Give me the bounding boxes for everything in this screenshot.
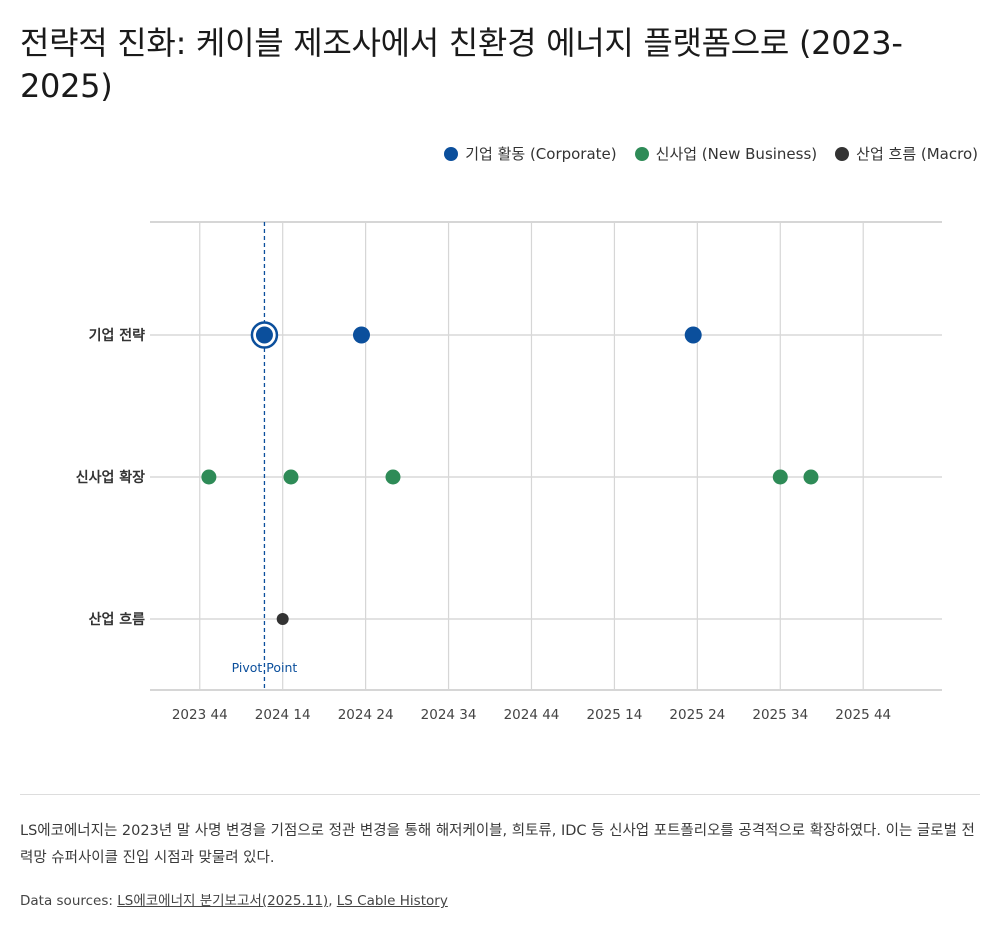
- data-point: [352, 326, 370, 344]
- x-tick-label: 2024 14: [255, 707, 311, 723]
- x-tick-label: 2024 34: [421, 707, 477, 723]
- y-category-label: 산업 흐름: [89, 611, 146, 628]
- y-category-label: 신사업 확장: [76, 469, 145, 486]
- data-sources: Data sources: LS에코에너지 분기보고서(2025.11), LS…: [20, 889, 448, 909]
- legend-corporate-label: 기업 활동 (Corporate): [465, 145, 617, 163]
- data-point: [276, 613, 289, 625]
- pivot-point-label: Pivot Point: [232, 660, 298, 675]
- legend-macro-swatch-icon: [835, 146, 850, 161]
- x-tick-label: 2024 24: [338, 707, 394, 723]
- data-point: [255, 326, 273, 344]
- sources-separator: ,: [328, 893, 337, 909]
- data-point: [201, 469, 217, 485]
- chart-description: LS에코에너지는 2023년 말 사명 변경을 기점으로 정관 변경을 통해 해…: [20, 823, 975, 866]
- legend-item-new-business[interactable]: 신사업 (New Business): [634, 143, 818, 164]
- legend-new-business-swatch-icon: [634, 146, 649, 161]
- legend-new-business-label: 신사업 (New Business): [655, 145, 818, 163]
- legend-macro-label: 산업 흐름 (Macro): [856, 145, 978, 163]
- x-tick-label: 2025 34: [752, 707, 808, 723]
- source-link-quarterly-report[interactable]: LS에코에너지 분기보고서(2025.11): [117, 893, 329, 909]
- data-point: [385, 469, 401, 485]
- x-tick-label: 2023 44: [172, 707, 228, 723]
- data-point: [283, 469, 299, 485]
- data-point: [772, 469, 788, 485]
- legend-item-corporate[interactable]: 기업 활동 (Corporate): [444, 143, 617, 164]
- x-tick-label: 2025 14: [587, 707, 643, 723]
- chart-legend: 기업 활동 (Corporate) 신사업 (New Business) 산업 …: [444, 143, 978, 164]
- x-tick-label: 2025 24: [669, 707, 725, 723]
- footer-divider: [20, 794, 980, 795]
- x-tick-label: 2024 44: [504, 707, 560, 723]
- data-point: [684, 326, 702, 344]
- sources-prefix: Data sources:: [20, 893, 118, 909]
- y-category-label: 기업 전략: [89, 327, 146, 344]
- legend-corporate-swatch-icon: [444, 146, 459, 161]
- timeline-scatter-chart: 2023 44 2024 14 2024 24 2024 34 2024 44 2025 …: [76, 221, 942, 723]
- legend-item-macro[interactable]: 산업 흐름 (Macro): [835, 143, 978, 164]
- data-point: [803, 469, 819, 485]
- chart-title: 전략적 진화: 케이블 제조사에서 친환경 에너지 플랫폼으로 (2023-20…: [20, 24, 903, 105]
- x-tick-label: 2025 44: [835, 707, 891, 723]
- source-link-ls-cable-history[interactable]: LS Cable History: [336, 893, 448, 909]
